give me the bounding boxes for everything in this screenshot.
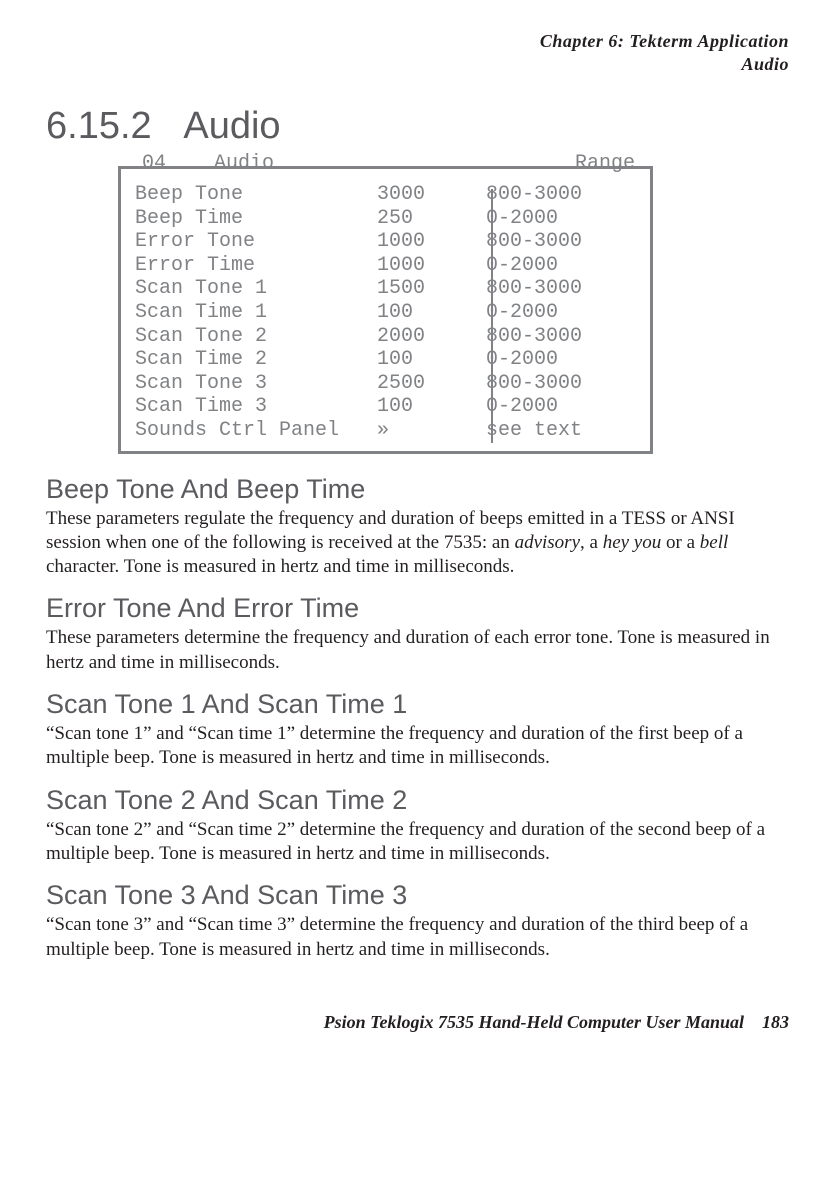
row-range: 800-3000	[472, 372, 636, 396]
subhead-beep: Beep Tone And Beep Time	[46, 474, 789, 505]
header-section: Audio	[46, 53, 789, 76]
row-range: 0-2000	[472, 301, 636, 325]
row-label: Sounds Ctrl Panel	[135, 419, 373, 443]
row-value: 100	[373, 348, 472, 372]
row-range: 0-2000	[472, 254, 636, 278]
row-range: see text	[472, 419, 636, 443]
table-row: Scan Time 1 1000-2000	[135, 301, 636, 325]
row-label: Scan Tone 2	[135, 325, 373, 349]
beep-em2: hey you	[603, 532, 662, 553]
row-range: 800-3000	[472, 230, 636, 254]
table-box: Beep Tone 3000800-3000Beep Time 2500-200…	[118, 166, 653, 454]
row-value: 100	[373, 301, 472, 325]
row-value: »	[373, 419, 472, 443]
row-label: Scan Time 2	[135, 348, 373, 372]
table-row: Scan Time 2 1000-2000	[135, 348, 636, 372]
row-value: 1500	[373, 277, 472, 301]
row-value: 100	[373, 395, 472, 419]
para-s2: “Scan tone 2” and “Scan time 2” determin…	[46, 818, 789, 867]
row-value: 1000	[373, 230, 472, 254]
subhead-error: Error Tone And Error Time	[46, 593, 789, 624]
table-row: Beep Tone 3000800-3000	[135, 183, 636, 207]
page-header: Chapter 6: Tekterm Application Audio	[46, 30, 789, 75]
row-range: 800-3000	[472, 325, 636, 349]
chapter-line: Chapter 6: Tekterm Application	[540, 31, 789, 51]
section-number: 6.15.2	[46, 105, 152, 147]
row-range: 0-2000	[472, 207, 636, 231]
table-row: Scan Tone 3 2500800-3000	[135, 372, 636, 396]
row-label: Error Time	[135, 254, 373, 278]
table-row: Error Time 10000-2000	[135, 254, 636, 278]
audio-table-wrap: 04 Audio Range Beep Tone 3000800-3000Bee…	[118, 166, 653, 454]
row-label: Scan Time 3	[135, 395, 373, 419]
subhead-s3: Scan Tone 3 And Scan Time 3	[46, 880, 789, 911]
section-title: Audio	[183, 105, 280, 147]
row-value: 1000	[373, 254, 472, 278]
para-s1: “Scan tone 1” and “Scan time 1” determin…	[46, 722, 789, 771]
row-label: Error Tone	[135, 230, 373, 254]
table-divider	[491, 189, 493, 443]
beep-mid1: , a	[580, 532, 603, 553]
row-value: 250	[373, 207, 472, 231]
row-range: 800-3000	[472, 183, 636, 207]
subhead-s1: Scan Tone 1 And Scan Time 1	[46, 689, 789, 720]
beep-em3: bell	[700, 532, 729, 553]
section-heading: 6.15.2 Audio	[46, 105, 789, 148]
row-range: 800-3000	[472, 277, 636, 301]
para-beep: These parameters regulate the frequency …	[46, 507, 789, 580]
beep-em1: advisory	[515, 532, 580, 553]
beep-mid2: or a	[661, 532, 700, 553]
row-range: 0-2000	[472, 395, 636, 419]
table-row: Scan Tone 2 2000800-3000	[135, 325, 636, 349]
table-row: Scan Tone 1 1500800-3000	[135, 277, 636, 301]
para-error: These parameters determine the frequency…	[46, 626, 789, 675]
row-label: Scan Time 1	[135, 301, 373, 325]
table-row: Error Tone 1000800-3000	[135, 230, 636, 254]
para-s3: “Scan tone 3” and “Scan time 3” determin…	[46, 913, 789, 962]
subhead-s2: Scan Tone 2 And Scan Time 2	[46, 785, 789, 816]
row-label: Beep Time	[135, 207, 373, 231]
row-value: 3000	[373, 183, 472, 207]
row-label: Scan Tone 1	[135, 277, 373, 301]
table-row: Scan Time 3 1000-2000	[135, 395, 636, 419]
footer-page: 183	[762, 1012, 789, 1032]
settings-table: Beep Tone 3000800-3000Beep Time 2500-200…	[135, 183, 636, 443]
row-range: 0-2000	[472, 348, 636, 372]
page-footer: Psion Teklogix 7535 Hand-Held Computer U…	[46, 1012, 789, 1033]
footer-manual: Psion Teklogix 7535 Hand-Held Computer U…	[324, 1012, 744, 1032]
table-row: Beep Time 2500-2000	[135, 207, 636, 231]
beep-post: character. Tone is measured in hertz and…	[46, 556, 514, 577]
row-label: Scan Tone 3	[135, 372, 373, 396]
row-label: Beep Tone	[135, 183, 373, 207]
table-row: Sounds Ctrl Panel »see text	[135, 419, 636, 443]
row-value: 2500	[373, 372, 472, 396]
row-value: 2000	[373, 325, 472, 349]
